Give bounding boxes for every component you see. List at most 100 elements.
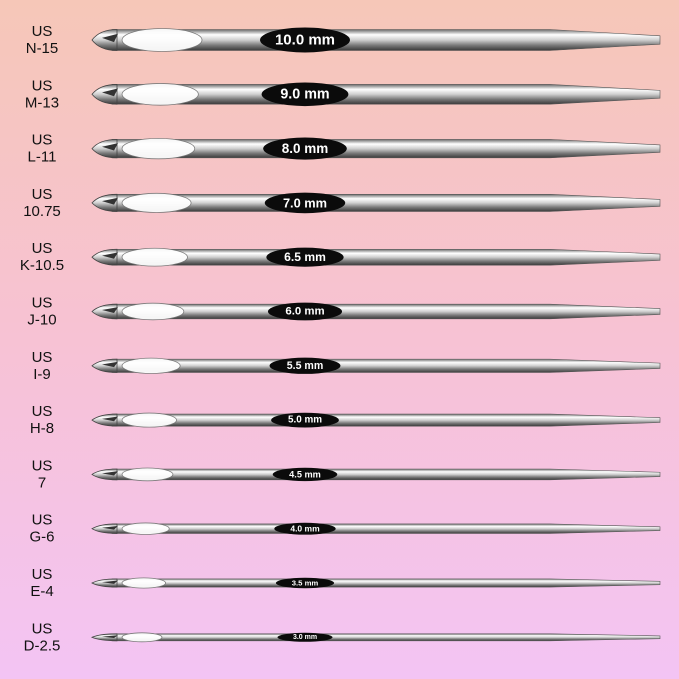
hook-shaft bbox=[111, 358, 661, 373]
thumb-rest bbox=[121, 412, 177, 428]
us-label: US bbox=[32, 403, 53, 420]
hook-head bbox=[91, 138, 118, 159]
hook-shaft bbox=[111, 303, 661, 320]
size-label: J-10 bbox=[27, 312, 56, 329]
hook-head bbox=[91, 248, 118, 266]
us-label: US bbox=[32, 77, 53, 94]
size-label: D-2.5 bbox=[24, 637, 61, 654]
thumb-rest bbox=[121, 192, 192, 213]
hook-head bbox=[91, 633, 118, 642]
hook-throat bbox=[102, 580, 118, 584]
hook-shaft bbox=[111, 468, 661, 481]
hook-shaft bbox=[111, 139, 661, 159]
mm-label: 4.0 mm bbox=[290, 524, 320, 534]
hook-shaft bbox=[111, 84, 661, 105]
hook-head bbox=[91, 193, 118, 212]
hook-shaft bbox=[111, 523, 661, 534]
us-label: US bbox=[32, 620, 53, 637]
size-badge bbox=[260, 27, 350, 53]
hook-throat bbox=[102, 307, 118, 313]
size-badge bbox=[267, 302, 343, 321]
mm-label: 8.0 mm bbox=[282, 141, 329, 156]
hook-throat bbox=[102, 361, 118, 368]
size-badge bbox=[263, 137, 347, 160]
us-label: US bbox=[32, 457, 53, 474]
us-label: US bbox=[32, 295, 53, 312]
us-label: US bbox=[32, 512, 53, 529]
hook-throat bbox=[102, 197, 118, 205]
us-label: US bbox=[32, 23, 53, 40]
mm-label: 3.5 mm bbox=[292, 579, 319, 588]
us-label: US bbox=[32, 349, 53, 366]
thumb-rest bbox=[121, 357, 181, 374]
hook-head bbox=[91, 303, 118, 320]
size-label: N-15 bbox=[26, 40, 59, 57]
hook-head bbox=[91, 468, 118, 481]
size-label: M-13 bbox=[25, 94, 59, 111]
mm-label: 4.5 mm bbox=[289, 469, 321, 479]
size-badge bbox=[264, 192, 346, 214]
size-label: 10.75 bbox=[23, 203, 61, 220]
thumb-rest bbox=[121, 522, 170, 535]
size-label: G-6 bbox=[29, 529, 54, 546]
hook-shaft bbox=[111, 29, 661, 51]
hook-throat bbox=[102, 252, 118, 259]
size-badge bbox=[261, 82, 349, 107]
hook-throat bbox=[102, 416, 118, 422]
hook-head bbox=[91, 84, 118, 105]
size-label: I-9 bbox=[33, 366, 51, 383]
hook-throat bbox=[102, 635, 118, 638]
size-badge bbox=[274, 522, 336, 535]
hook-shaft bbox=[111, 633, 661, 642]
size-badge bbox=[271, 412, 339, 428]
thumb-rest bbox=[121, 137, 196, 160]
hook-head bbox=[91, 413, 118, 427]
size-badge bbox=[272, 467, 338, 482]
hook-head bbox=[91, 523, 118, 534]
thumb-rest bbox=[121, 28, 203, 52]
thumb-rest bbox=[121, 632, 163, 643]
thumb-rest bbox=[121, 467, 174, 482]
size-label: K-10.5 bbox=[20, 257, 64, 274]
hook-throat bbox=[102, 525, 118, 530]
hook-head bbox=[91, 358, 118, 373]
size-badge bbox=[277, 632, 333, 642]
mm-label: 3.0 mm bbox=[293, 634, 317, 641]
hook-head bbox=[91, 29, 118, 51]
thumb-rest bbox=[121, 302, 185, 321]
mm-label: 7.0 mm bbox=[283, 195, 327, 210]
hook-shaft bbox=[111, 413, 661, 427]
mm-label: 5.0 mm bbox=[288, 415, 322, 426]
us-label: US bbox=[32, 132, 53, 149]
size-badge bbox=[269, 357, 341, 374]
hook-shaft bbox=[111, 248, 661, 266]
thumb-rest bbox=[121, 247, 188, 267]
size-badge bbox=[275, 577, 335, 589]
hook-shaft bbox=[111, 194, 661, 212]
mm-label: 6.5 mm bbox=[284, 250, 326, 264]
hook-throat bbox=[102, 471, 118, 476]
hook-throat bbox=[102, 88, 118, 97]
mm-label: 9.0 mm bbox=[280, 86, 329, 102]
size-label: E-4 bbox=[30, 583, 53, 600]
hook-head bbox=[91, 578, 118, 588]
mm-label: 10.0 mm bbox=[275, 32, 335, 49]
size-label: L-11 bbox=[28, 149, 57, 166]
thumb-rest bbox=[121, 577, 167, 589]
us-label: US bbox=[32, 186, 53, 203]
us-label: US bbox=[32, 240, 53, 257]
mm-label: 6.0 mm bbox=[285, 306, 324, 318]
hook-throat bbox=[102, 33, 118, 43]
size-label: H-8 bbox=[30, 420, 54, 437]
size-label: 7 bbox=[38, 474, 46, 491]
mm-label: 5.5 mm bbox=[287, 360, 324, 372]
size-badge bbox=[266, 247, 344, 267]
hook-throat bbox=[102, 143, 118, 151]
thumb-rest bbox=[121, 83, 199, 106]
us-label: US bbox=[32, 566, 53, 583]
hook-shaft bbox=[111, 578, 661, 588]
